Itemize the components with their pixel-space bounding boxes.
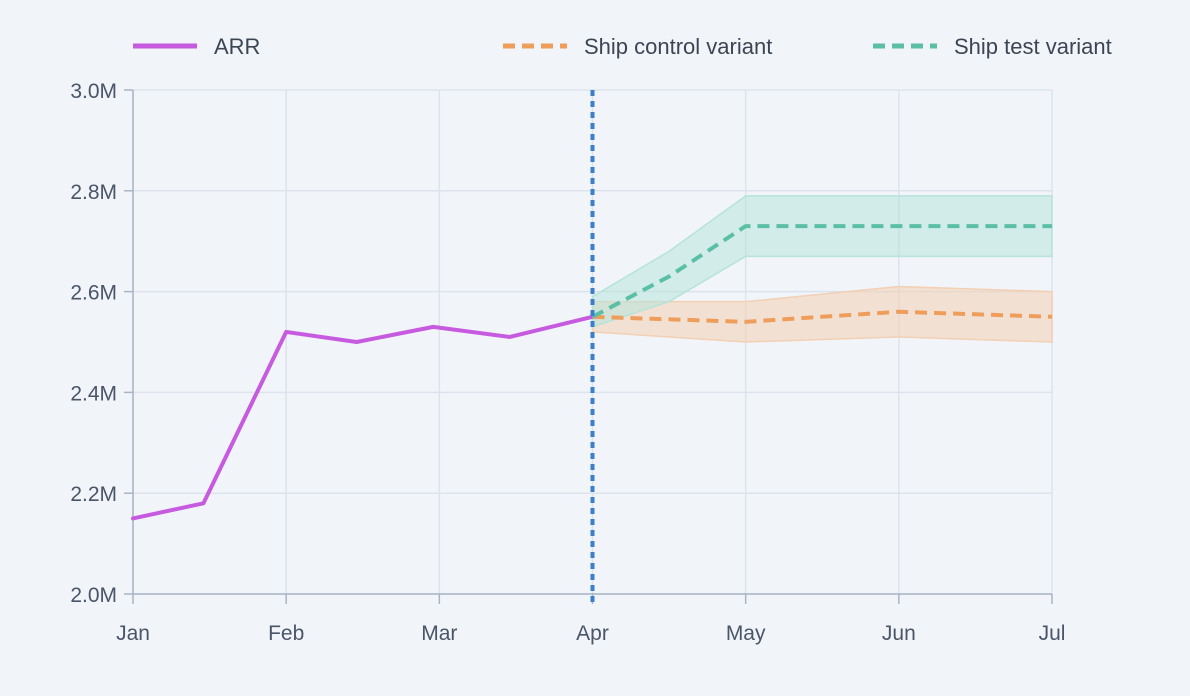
- y-tick-label: 2.6M: [70, 282, 117, 305]
- x-tick-label: Feb: [268, 622, 304, 645]
- y-tick-label: 2.0M: [70, 584, 117, 607]
- legend-item-ship-control-variant[interactable]: Ship control variant: [503, 34, 772, 59]
- x-tick-label: May: [726, 622, 766, 645]
- y-tick-label: 2.2M: [70, 483, 117, 506]
- grid-lines: [132, 89, 1053, 595]
- confidence-bands: [591, 195, 1053, 343]
- ship-control-variant-point: [744, 320, 748, 324]
- y-tick-label: 2.8M: [70, 181, 117, 204]
- legend-label-ship-control-variant: Ship control variant: [584, 34, 772, 59]
- ship-control-variant-confidence-band: [591, 285, 1053, 343]
- y-tick-label: 3.0M: [70, 80, 117, 103]
- ship-control-variant-point: [1050, 315, 1054, 319]
- ship-test-variant-point: [1050, 224, 1054, 228]
- ship-test-variant-point: [667, 274, 671, 278]
- arr-point: [201, 501, 205, 505]
- arr-point: [284, 330, 288, 334]
- axes: 2.0M 2.2M 2.4M 2.6M 2.8M 3.0M Jan Feb Mar Apr May J…: [70, 80, 1065, 645]
- legend-item-arr[interactable]: ARR: [133, 34, 260, 59]
- arr-point: [355, 340, 359, 344]
- ship-control-variant-line: [592, 309, 1053, 324]
- x-tick-label: Mar: [421, 622, 457, 645]
- legend: ARR Ship control variant Ship test variant: [133, 34, 1112, 59]
- arr-point: [131, 516, 135, 520]
- ship-test-variant-point: [897, 224, 901, 228]
- arr-point: [431, 325, 435, 329]
- arr-point: [508, 335, 512, 339]
- y-tick-label: 2.4M: [70, 382, 117, 405]
- series-lines: [131, 224, 1054, 521]
- x-tick-label: Jul: [1039, 622, 1066, 645]
- x-tick-label: Jun: [882, 622, 916, 645]
- ship-test-variant-line: [591, 224, 1052, 319]
- legend-item-ship-test-variant[interactable]: Ship test variant: [873, 34, 1112, 59]
- arr-line: [131, 314, 595, 521]
- legend-label-arr: ARR: [214, 34, 260, 59]
- ship-control-variant-point: [897, 310, 901, 314]
- x-tick-label: Apr: [576, 622, 609, 645]
- legend-label-ship-test-variant: Ship test variant: [954, 34, 1112, 59]
- x-tick-label: Jan: [116, 622, 150, 645]
- ship-test-variant-point: [744, 224, 748, 228]
- ship-test-variant-confidence-band: [591, 195, 1053, 328]
